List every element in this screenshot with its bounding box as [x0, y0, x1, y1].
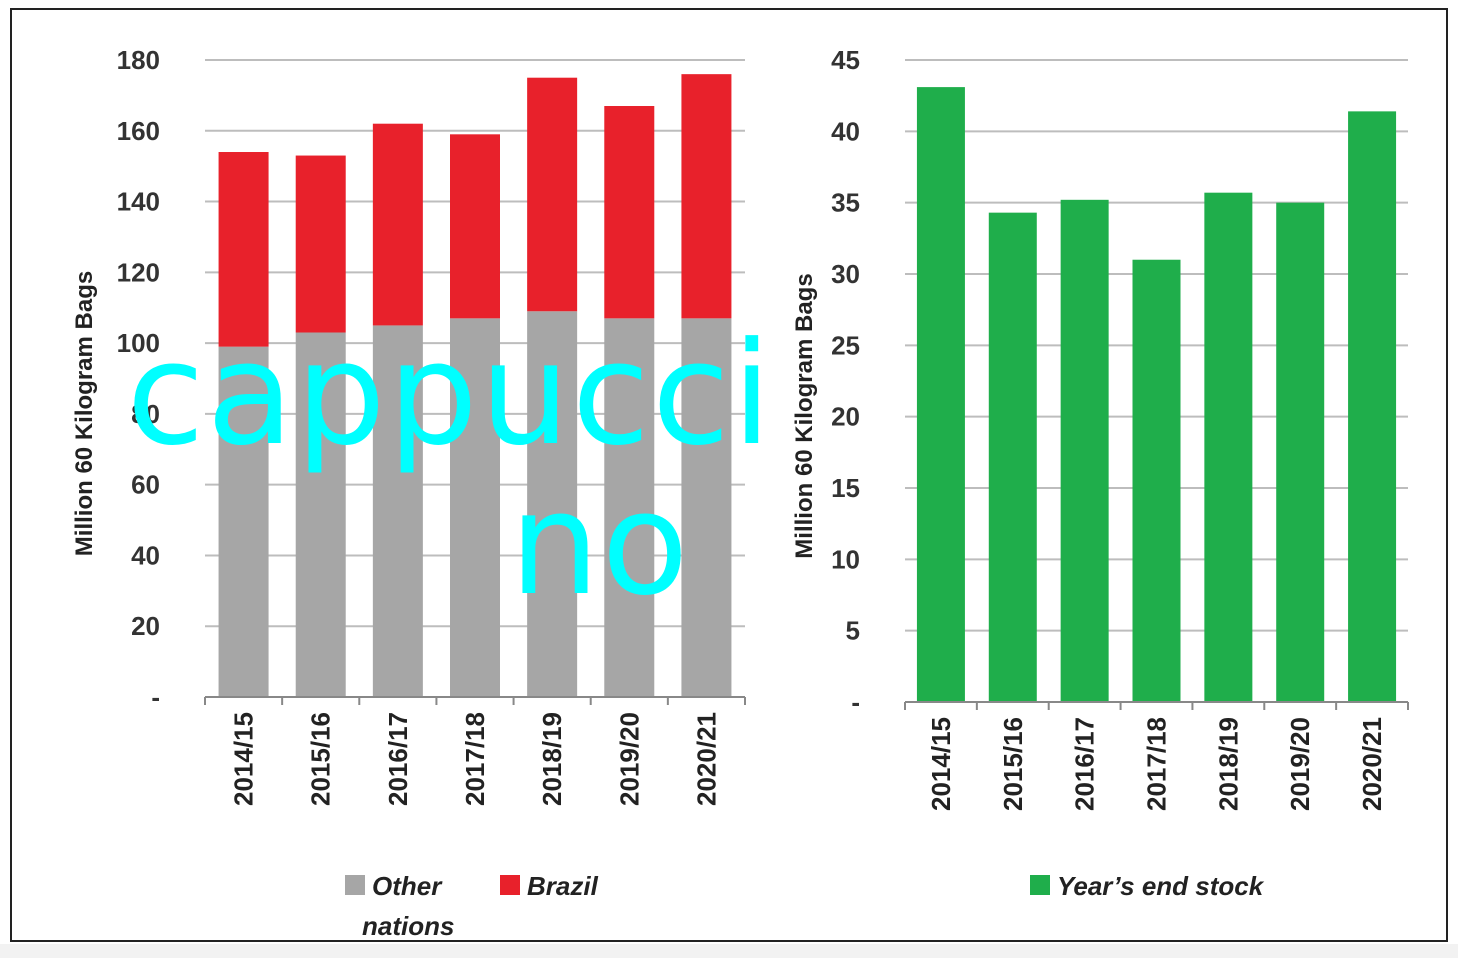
chart1-category-label: 2014/15: [229, 712, 259, 806]
chart1-ytick-label: 40: [131, 540, 160, 570]
chart2-category-label: 2015/16: [998, 717, 1028, 811]
chart1-bar-2-5: [527, 77, 578, 312]
chart2-ytick-label: 20: [831, 402, 860, 432]
chart1-ytick-label: 140: [117, 187, 160, 217]
chart1-category-label: 2020/21: [691, 712, 721, 806]
chart2-category-label: 2017/18: [1142, 717, 1172, 811]
chart2-ytick-label: 45: [831, 45, 860, 75]
chart1-legend-label-1: Other: [372, 871, 443, 901]
chart2-bar-1-4: [1132, 259, 1181, 702]
chart2-legend-label-1: Year’s end stock: [1057, 871, 1265, 901]
chart2-ytick-label: 15: [831, 473, 860, 503]
chart2-bar-1-2: [988, 212, 1037, 703]
chart2-category-label: 2019/20: [1285, 717, 1315, 811]
chart1-ytick-label: 120: [117, 257, 160, 287]
chart1-legend-label-1: nations: [362, 911, 454, 941]
chart2-ytick-label: 35: [831, 188, 860, 218]
chart2-ytick-label: 30: [831, 259, 860, 289]
chart2-ytick-label: 25: [831, 330, 860, 360]
chart2-bar-1-1: [916, 87, 965, 702]
chart1-bar-2-4: [450, 134, 500, 319]
chart2-category-label: 2020/21: [1357, 717, 1387, 811]
chart2-ytick-label: 10: [831, 544, 860, 574]
chart1-bar-1-5: [527, 311, 578, 697]
chart1-bar-2-2: [295, 155, 346, 333]
chart1-ytick-label: -: [151, 682, 160, 712]
chart1-category-label: 2017/18: [460, 712, 490, 806]
chart1-bar-1-4: [450, 318, 500, 697]
chart2-ytick-label: -: [851, 687, 860, 717]
chart1-category-label: 2018/19: [537, 712, 567, 806]
chart1-ytick-label: 60: [131, 470, 160, 500]
chart1-legend-swatch-1: [345, 875, 365, 895]
chart1-legend-swatch-2: [500, 875, 520, 895]
chart1-bar-1-2: [295, 332, 346, 697]
chart1-bar-1-6: [604, 318, 655, 697]
chart1-bar-1-1: [218, 346, 269, 697]
chart1-category-label: 2019/20: [614, 712, 644, 806]
chart1-ytick-label: 20: [131, 611, 160, 641]
chart1-category-label: 2016/17: [383, 712, 413, 806]
chart1-bar-2-6: [604, 106, 655, 319]
chart2-bar-1-3: [1060, 199, 1109, 702]
chart1-legend-label-2: Brazil: [527, 871, 599, 901]
chart1-ytick-label: 80: [131, 399, 160, 429]
chart1-bar-2-3: [372, 123, 423, 326]
bottom-band: [0, 944, 1458, 958]
chart2-ytick-label: 5: [846, 616, 860, 646]
chart2-category-label: 2014/15: [926, 717, 956, 811]
chart2-ytick-label: 40: [831, 116, 860, 146]
chart2-ylabel: Million 60 Kilogram Bags: [791, 273, 818, 558]
chart2-category-label: 2018/19: [1213, 717, 1243, 811]
chart1-ytick-label: 180: [117, 45, 160, 75]
chart1-bar-1-3: [372, 325, 423, 697]
chart2-bar-1-5: [1204, 192, 1253, 702]
chart1-bar-2-1: [218, 152, 269, 347]
chart2-category-label: 2016/17: [1070, 717, 1100, 811]
chart2-bar-1-6: [1276, 202, 1325, 702]
chart1-bar-2-7: [681, 74, 732, 319]
chart1-ytick-label: 100: [117, 328, 160, 358]
chart1-ytick-label: 160: [117, 116, 160, 146]
chart2-bar-1-7: [1348, 111, 1397, 703]
chart1-category-label: 2015/16: [306, 712, 336, 806]
chart2-legend-swatch-1: [1030, 875, 1050, 895]
chart1-bar-1-7: [681, 318, 732, 697]
chart1-ylabel: Million 60 Kilogram Bags: [71, 271, 98, 556]
